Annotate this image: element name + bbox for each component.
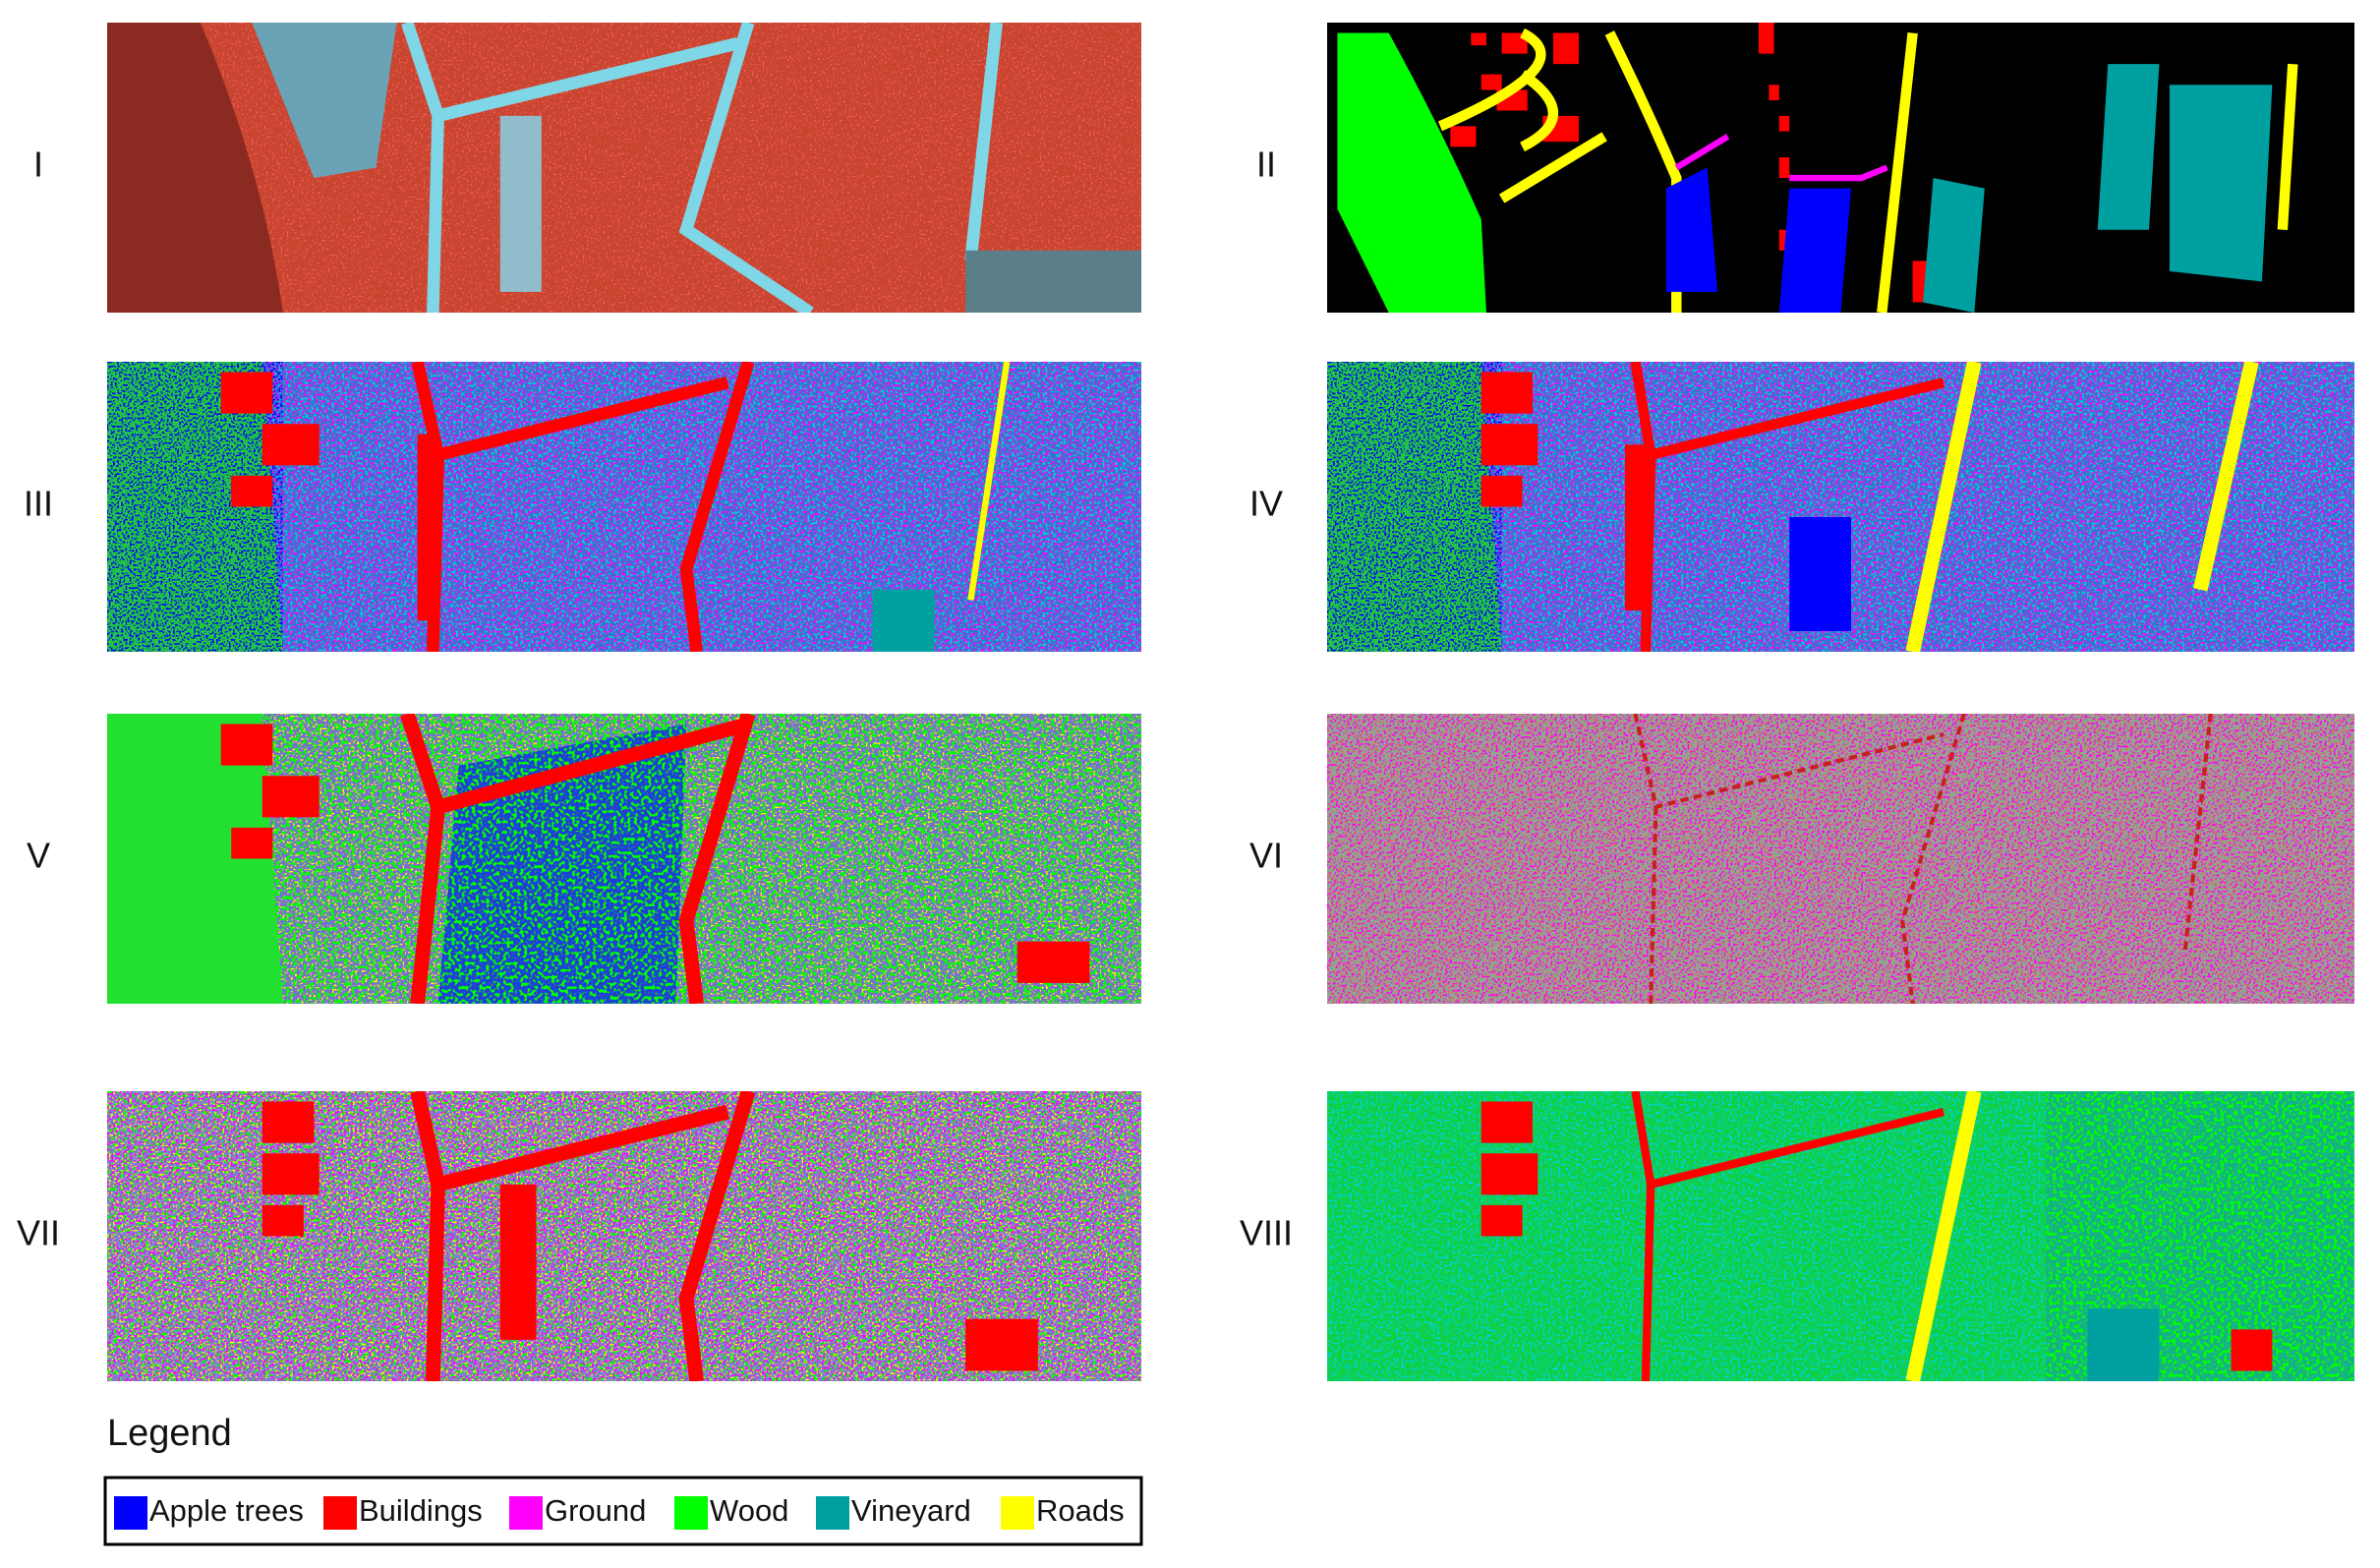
legend-label: Wood: [710, 1493, 788, 1528]
legend-swatch: [816, 1496, 849, 1530]
panel-label: II: [1256, 145, 1276, 185]
legend-swatch: [1001, 1496, 1034, 1530]
legend-label: Buildings: [359, 1493, 483, 1528]
legend-swatch: [509, 1496, 543, 1530]
panel-image: [107, 362, 1141, 652]
panel-image: [107, 714, 1141, 1004]
panel-label: I: [33, 145, 43, 185]
panel-image: [1327, 1091, 2354, 1381]
panel-label: III: [24, 484, 53, 524]
legend-swatch: [674, 1496, 708, 1530]
panel-image: [107, 1091, 1141, 1381]
panel-label: IV: [1249, 484, 1283, 524]
panel-image: [1327, 23, 2354, 313]
legend-label: Apple trees: [149, 1493, 304, 1528]
legend-label: Ground: [545, 1493, 646, 1528]
panel-image: [1327, 362, 2354, 652]
panel-label: V: [27, 836, 50, 876]
panel-image: [107, 23, 1141, 313]
legend-swatch: [114, 1496, 147, 1530]
legend-swatch: [323, 1496, 357, 1530]
legend-box: [103, 1476, 1143, 1546]
legend-label: Roads: [1036, 1493, 1125, 1528]
panel-label: VI: [1249, 836, 1283, 876]
legend-label: Vineyard: [851, 1493, 971, 1528]
panel-label: VIII: [1240, 1213, 1293, 1253]
panel-image: [1327, 714, 2354, 1004]
legend-title: Legend: [107, 1413, 232, 1454]
panel-label: VII: [17, 1213, 60, 1253]
